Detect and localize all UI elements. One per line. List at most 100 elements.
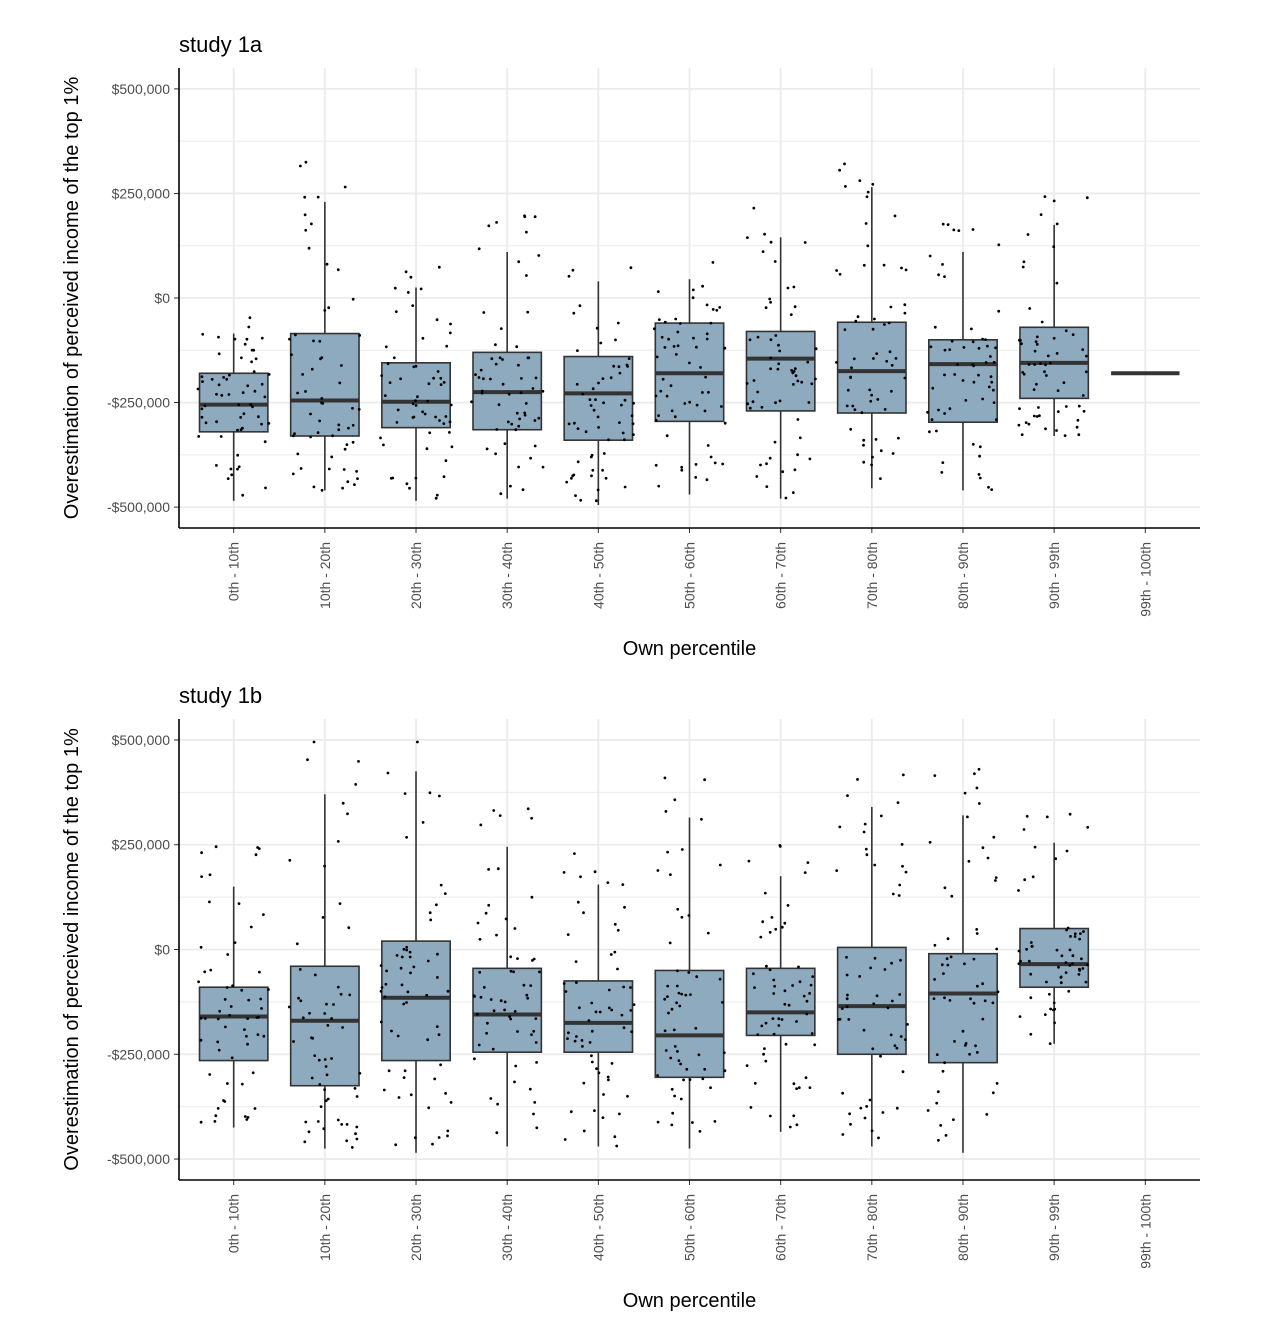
data-point: [610, 1008, 614, 1012]
data-point: [439, 883, 443, 887]
box-body: [927, 952, 998, 1064]
data-point: [294, 333, 297, 337]
y-tick-label: $250,000: [112, 837, 171, 853]
data-point: [682, 1078, 685, 1082]
data-point: [498, 356, 502, 360]
data-point: [1068, 948, 1072, 952]
data-point: [537, 254, 541, 257]
data-point: [889, 305, 893, 309]
data-point: [664, 1049, 668, 1052]
data-point: [495, 933, 498, 937]
data-point: [590, 1001, 594, 1005]
data-point: [382, 1088, 386, 1092]
data-point: [678, 322, 682, 325]
box-body: [381, 940, 452, 1062]
data-point: [858, 179, 862, 183]
data-point: [326, 1097, 330, 1101]
data-point: [879, 814, 883, 818]
data-point: [1068, 964, 1072, 967]
data-point: [609, 953, 613, 956]
data-point: [697, 1053, 701, 1057]
data-point: [900, 843, 904, 846]
data-point: [791, 984, 794, 987]
data-point: [602, 1093, 605, 1096]
data-point: [971, 363, 974, 366]
data-point: [987, 385, 991, 389]
data-point: [1065, 849, 1069, 853]
data-point: [906, 1023, 909, 1026]
data-point: [709, 455, 713, 459]
data-point: [1025, 947, 1028, 951]
data-point: [215, 464, 218, 467]
data-point: [666, 995, 669, 998]
data-point: [383, 995, 387, 999]
data-point: [230, 1056, 234, 1060]
data-point: [246, 1017, 250, 1020]
data-point: [522, 983, 526, 987]
data-point: [510, 422, 514, 426]
data-point: [535, 1061, 538, 1064]
data-point: [249, 925, 253, 929]
data-point: [800, 380, 804, 384]
data-point: [705, 332, 709, 336]
data-point: [339, 992, 343, 996]
data-point: [630, 1030, 633, 1034]
box-8: [836, 807, 907, 1147]
data-point: [476, 1012, 479, 1016]
data-point: [845, 955, 848, 959]
data-point: [1017, 949, 1021, 953]
data-point: [1020, 433, 1024, 436]
data-point: [790, 369, 793, 372]
data-point: [1035, 415, 1039, 418]
data-point: [897, 894, 901, 897]
data-point: [214, 845, 218, 849]
data-point: [771, 1017, 775, 1020]
data-point: [807, 401, 811, 404]
data-point: [901, 1070, 905, 1074]
data-point: [485, 447, 489, 451]
data-point: [928, 840, 932, 844]
data-point: [713, 461, 717, 465]
box-2: [289, 794, 360, 1149]
data-point: [526, 310, 530, 314]
data-point: [671, 1111, 675, 1115]
data-point: [569, 1110, 573, 1114]
data-point: [578, 304, 582, 308]
data-point: [428, 911, 432, 915]
data-point: [396, 1034, 400, 1038]
data-point: [303, 195, 307, 199]
data-point: [814, 377, 817, 381]
data-point: [622, 1026, 626, 1030]
data-point: [723, 1069, 727, 1073]
data-point: [778, 399, 782, 403]
data-point: [309, 412, 312, 416]
x-tick-label: 30th - 40th: [499, 1194, 515, 1261]
data-point: [402, 947, 406, 951]
data-point: [491, 1047, 495, 1051]
box-8: [836, 187, 907, 489]
data-point: [599, 341, 603, 345]
data-point: [680, 465, 684, 469]
data-point: [941, 1069, 945, 1073]
data-point: [992, 835, 996, 839]
data-point: [703, 409, 707, 413]
data-point: [773, 984, 776, 988]
data-point: [615, 1144, 619, 1148]
data-point: [1064, 961, 1068, 964]
data-point: [926, 1109, 930, 1112]
data-point: [316, 431, 320, 434]
data-point: [866, 190, 870, 194]
data-point: [772, 1032, 776, 1036]
data-point: [526, 356, 530, 360]
data-point: [893, 214, 897, 218]
data-point: [706, 931, 710, 935]
data-point: [784, 496, 788, 500]
data-point: [981, 846, 985, 850]
data-point: [899, 1035, 903, 1038]
data-point: [871, 1047, 875, 1051]
data-point: [1037, 406, 1040, 409]
data-point: [1027, 959, 1031, 963]
data-point: [792, 1082, 796, 1086]
data-point: [304, 1120, 308, 1124]
data-point: [208, 873, 212, 877]
